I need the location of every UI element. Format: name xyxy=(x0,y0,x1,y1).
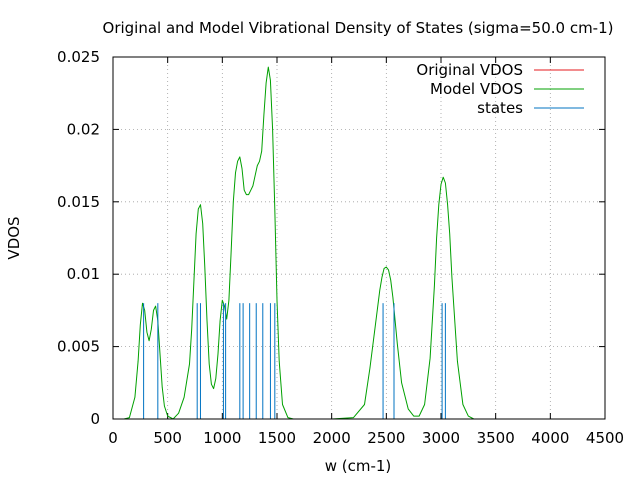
axis-ticks: 0 500 1000 1500 2000 2500 3000 3500 4000 4500 0 0.0… xyxy=(57,48,624,447)
x-tick-label: 3000 xyxy=(422,429,460,447)
x-axis-label: w (cm-1) xyxy=(325,457,392,475)
legend-entry: Original VDOS xyxy=(416,61,584,79)
y-tick-label: 0 xyxy=(90,410,100,428)
legend-label: states xyxy=(477,99,523,117)
y-axis-label: VDOS xyxy=(5,216,23,259)
legend-label: Model VDOS xyxy=(430,80,523,98)
legend-label: Original VDOS xyxy=(416,61,523,79)
y-tick-label: 0.025 xyxy=(57,48,100,66)
model-vdos-line xyxy=(113,66,605,420)
legend-entry: states xyxy=(477,99,584,117)
plot-area xyxy=(113,66,605,420)
chart-title: Original and Model Vibrational Density o… xyxy=(103,19,614,37)
y-tick-label: 0.02 xyxy=(67,120,100,138)
y-tick-label: 0.01 xyxy=(67,265,100,283)
x-tick-label: 0 xyxy=(108,429,118,447)
plot-frame xyxy=(112,56,606,420)
grid xyxy=(113,57,605,419)
y-tick-label: 0.005 xyxy=(57,338,100,356)
x-tick-label: 1000 xyxy=(203,429,241,447)
x-tick-label: 4000 xyxy=(531,429,569,447)
x-tick-label: 4500 xyxy=(586,429,624,447)
x-tick-label: 1500 xyxy=(258,429,296,447)
x-tick-label: 3500 xyxy=(477,429,515,447)
y-tick-label: 0.015 xyxy=(57,193,100,211)
x-tick-label: 500 xyxy=(153,429,182,447)
x-tick-label: 2500 xyxy=(367,429,405,447)
x-tick-label: 2000 xyxy=(313,429,351,447)
legend-entry: Model VDOS xyxy=(430,80,584,98)
